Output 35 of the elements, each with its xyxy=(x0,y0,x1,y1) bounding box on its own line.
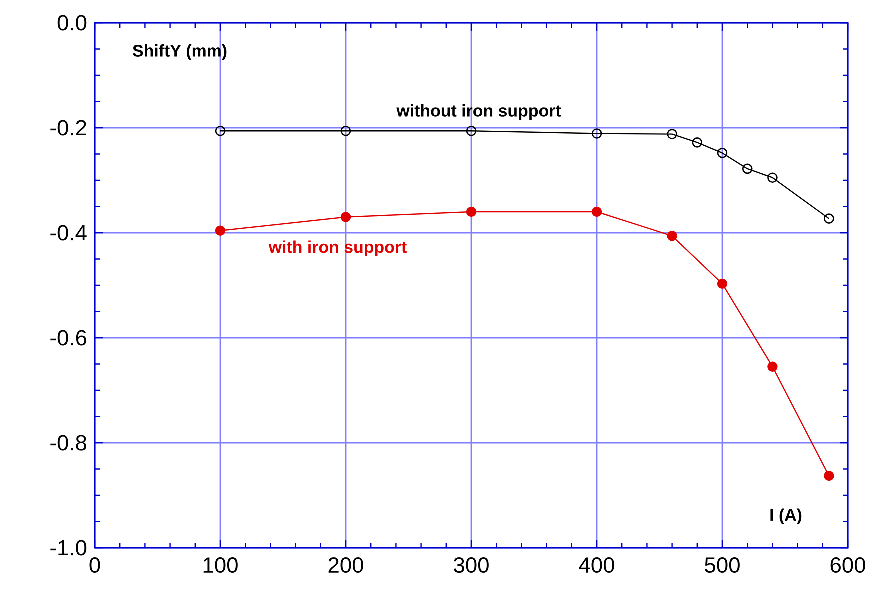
point xyxy=(340,126,352,136)
y-tick-label: 0.0 xyxy=(58,15,87,31)
point xyxy=(340,212,352,222)
y-tick-label: -1.0 xyxy=(50,540,87,556)
series-label: with iron support xyxy=(268,240,407,257)
x-tick-label: 400 xyxy=(579,558,614,574)
y-tick-label: -0.4 xyxy=(50,225,87,241)
x-tick-label: 600 xyxy=(830,558,866,574)
x-tick-label: 200 xyxy=(328,558,364,574)
x-tick-label: 0 xyxy=(90,558,100,574)
y-tick-label: -0.6 xyxy=(50,330,87,346)
point xyxy=(215,126,226,136)
point xyxy=(215,226,226,236)
point xyxy=(717,148,728,158)
y-tick-label: -0.8 xyxy=(50,435,87,451)
point xyxy=(466,126,477,136)
point xyxy=(742,164,753,174)
y-tick-label: -0.2 xyxy=(50,120,86,136)
x-axis-title: I (A) xyxy=(770,508,802,524)
point xyxy=(667,231,678,242)
y-axis-title: ShiftY (mm) xyxy=(133,44,227,60)
point xyxy=(667,129,678,140)
point xyxy=(592,128,602,139)
point xyxy=(466,206,477,218)
x-tick-label: 500 xyxy=(705,558,740,574)
point xyxy=(824,214,834,224)
series-label: without iron support xyxy=(396,104,562,120)
point xyxy=(768,362,778,372)
point xyxy=(824,470,834,482)
point xyxy=(717,278,728,290)
x-tick-label: 300 xyxy=(454,558,489,574)
point xyxy=(768,172,778,184)
point xyxy=(692,138,703,148)
point xyxy=(592,206,602,218)
x-tick-label: 100 xyxy=(204,558,238,574)
